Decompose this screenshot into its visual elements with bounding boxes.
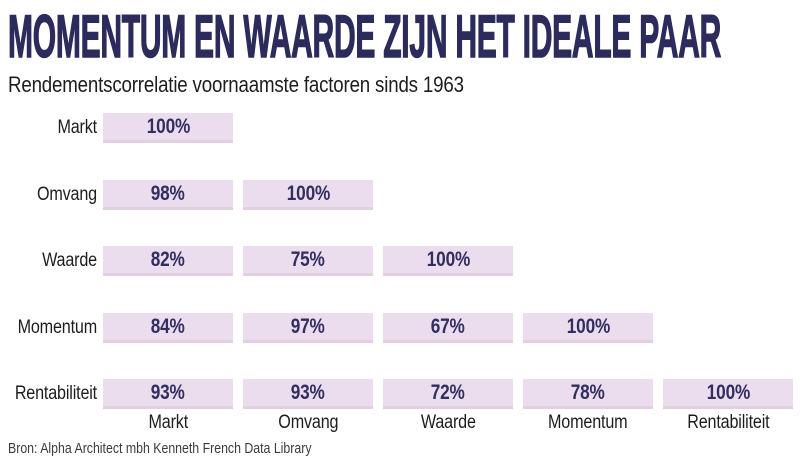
correlation-cell-momentum-momentum: 100% [523, 313, 653, 343]
row-label-rentabiliteit: Rentabiliteit [14, 383, 97, 404]
correlation-cell-omvang-omvang: 100% [243, 180, 373, 210]
page-title: MOMENTUM EN WAARDE ZIJN HET IDEALE PAAR [8, 2, 722, 71]
correlation-cell-waarde-omvang: 75% [243, 246, 373, 276]
page-subtitle: Rendementscorrelatie voornaamste factore… [8, 72, 464, 97]
correlation-value: 67% [431, 314, 465, 338]
correlation-cell-rentabiliteit-omvang: 93% [243, 379, 373, 409]
correlation-cell-markt-markt: 100% [103, 113, 233, 143]
column-label-text: Markt [148, 412, 188, 433]
correlation-cell-momentum-waarde: 67% [383, 313, 513, 343]
correlation-value: 78% [571, 380, 605, 404]
column-label-waarde: Waarde [383, 410, 513, 436]
correlation-cell-waarde-waarde: 100% [383, 246, 513, 276]
column-label-rentabiliteit: Rentabiliteit [663, 410, 793, 436]
correlation-cell-rentabiliteit-rentabiliteit: 100% [663, 379, 793, 409]
correlation-cell-omvang-markt: 98% [103, 180, 233, 210]
correlation-value: 72% [431, 380, 465, 404]
row-label-omvang: Omvang [36, 184, 97, 205]
row-label-waarde: Waarde [42, 250, 97, 271]
correlation-value: 100% [426, 247, 470, 271]
correlation-cell-rentabiliteit-waarde: 72% [383, 379, 513, 409]
row-label-markt: Markt [57, 117, 97, 138]
column-label-text: Waarde [420, 412, 476, 433]
correlation-value: 98% [151, 181, 185, 205]
correlation-cell-momentum-markt: 84% [103, 313, 233, 343]
column-label-text: Momentum [548, 412, 628, 433]
correlation-value: 93% [291, 380, 325, 404]
correlation-cell-rentabiliteit-markt: 93% [103, 379, 233, 409]
correlation-cell-waarde-markt: 82% [103, 246, 233, 276]
correlation-cell-momentum-omvang: 97% [243, 313, 373, 343]
column-label-text: Omvang [277, 412, 339, 433]
correlation-value: 97% [291, 314, 325, 338]
correlation-value: 84% [151, 314, 185, 338]
correlation-cell-rentabiliteit-momentum: 78% [523, 379, 653, 409]
correlation-value: 100% [706, 380, 750, 404]
column-label-markt: Markt [103, 410, 233, 436]
correlation-value: 100% [566, 314, 610, 338]
row-label-momentum: Momentum [17, 317, 98, 338]
correlation-value: 93% [151, 380, 185, 404]
column-label-text: Rentabiliteit [686, 412, 770, 433]
correlation-value: 100% [146, 114, 190, 138]
column-label-momentum: Momentum [523, 410, 653, 436]
correlation-value: 82% [151, 247, 185, 271]
correlation-value: 75% [291, 247, 325, 271]
source-note: Bron: Alpha Architect mbh Kenneth French… [8, 441, 312, 457]
correlation-value: 100% [286, 181, 330, 205]
column-label-omvang: Omvang [243, 410, 373, 436]
